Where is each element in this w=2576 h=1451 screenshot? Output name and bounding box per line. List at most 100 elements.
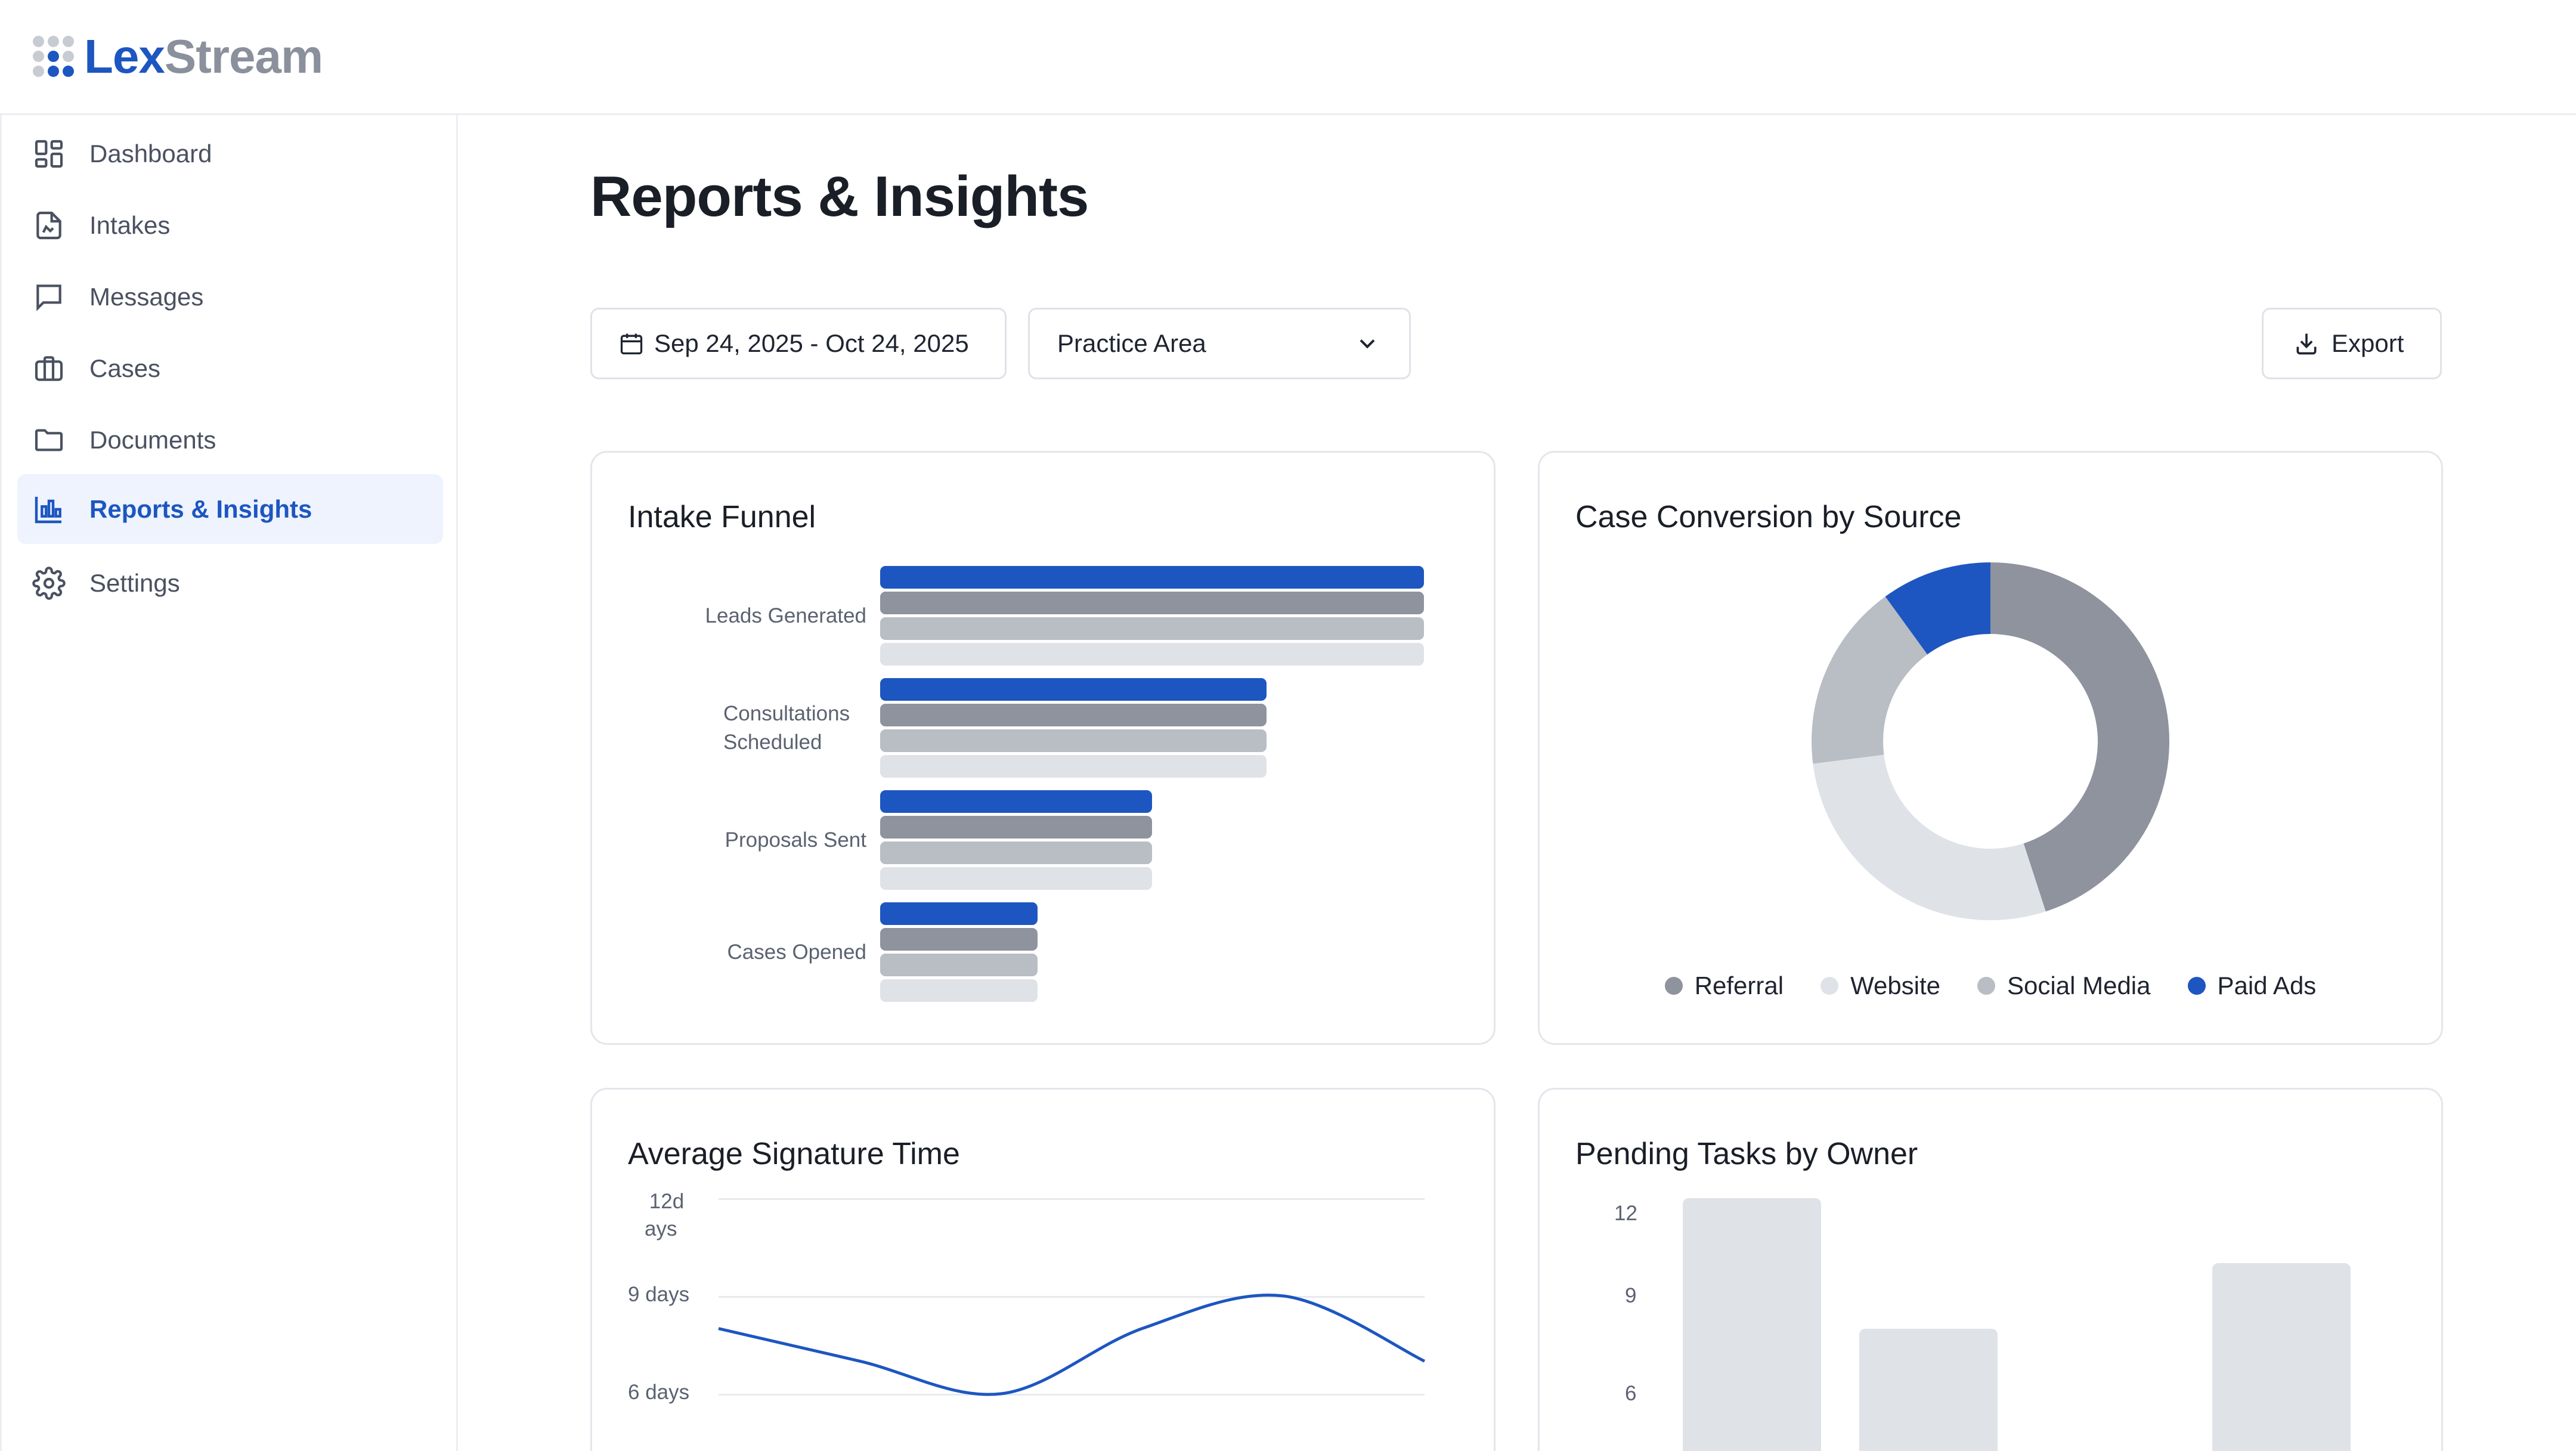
gear-icon	[32, 566, 66, 600]
funnel-bar	[880, 790, 1152, 813]
funnel-bar	[880, 902, 1038, 925]
y-tick-label: 6 days	[628, 1381, 690, 1404]
y-tick-label: 9 days	[628, 1283, 690, 1306]
download-icon	[2293, 330, 2320, 357]
legend-label: Social Media	[2007, 972, 2151, 1000]
task-bar	[1859, 1328, 1998, 1451]
sidebar-item-settings[interactable]: Settings	[17, 548, 443, 618]
line-chart	[718, 1294, 1426, 1396]
task-bar	[2212, 1263, 2351, 1451]
sidebar-item-label: Cases	[89, 354, 161, 382]
funnel-bar	[880, 867, 1152, 890]
legend-label: Paid Ads	[2217, 972, 2317, 1000]
sidebar-item-label: Dashboard	[89, 139, 212, 168]
message-icon	[32, 280, 66, 314]
legend-dot	[1820, 977, 1839, 995]
funnel-bar	[880, 729, 1267, 752]
brand-name: LexStream	[84, 30, 323, 83]
funnel-bar	[880, 643, 1424, 666]
series-line	[718, 1294, 1426, 1396]
sidebar-item-label: Reports & Insights	[89, 494, 312, 523]
chart-legend: Referral Website Social Media Paid Ads	[1540, 972, 2441, 1000]
brand-logo[interactable]: LexStream	[33, 30, 323, 83]
funnel-bar	[880, 566, 1424, 589]
funnel-category-label: Consultations Scheduled	[723, 701, 850, 754]
card-title: Pending Tasks by Owner	[1575, 1137, 1918, 1171]
funnel-category-label: Proposals Sent	[724, 828, 866, 852]
donut-slice	[1885, 562, 1990, 655]
sidebar-item-dashboard[interactable]: Dashboard	[17, 119, 443, 188]
funnel-bar	[880, 816, 1152, 839]
sidebar: Dashboard Intakes Messages Cases Documen…	[0, 115, 458, 1451]
funnel-bar	[880, 841, 1152, 864]
legend-item-website: Website	[1820, 972, 1940, 1000]
y-tick-label: 12	[1614, 1202, 1637, 1225]
sidebar-item-documents[interactable]: Documents	[17, 405, 443, 475]
sidebar-item-label: Settings	[89, 568, 180, 597]
signature-time-card: Average Signature Time 12d ays 9 days 6 …	[590, 1088, 1496, 1451]
donut-slice	[1990, 562, 2169, 912]
donut-slice	[1813, 754, 2046, 920]
gridline	[719, 1198, 1425, 1200]
funnel-bar	[880, 755, 1267, 778]
card-title: Intake Funnel	[628, 500, 816, 534]
date-range-value: Sep 24, 2025 - Oct 24, 2025	[654, 329, 969, 357]
dashboard-icon	[32, 137, 66, 171]
legend-label: Referral	[1694, 972, 1784, 1000]
card-title: Case Conversion by Source	[1575, 500, 1962, 534]
case-conversion-card: Case Conversion by Source Referral Websi…	[1538, 451, 2443, 1045]
export-label: Export	[2332, 329, 2404, 357]
practice-area-select[interactable]: Practice Area	[1028, 308, 1411, 379]
practice-area-value: Practice Area	[1057, 329, 1206, 357]
y-tick-label: 12d	[649, 1190, 685, 1213]
sidebar-item-messages[interactable]: Messages	[17, 262, 443, 332]
folder-icon	[32, 423, 66, 457]
brand-name-part2: Stream	[164, 30, 323, 83]
pending-tasks-card: Pending Tasks by Owner 12 9 6	[1538, 1088, 2443, 1451]
funnel-category-label: Cases Opened	[727, 940, 866, 964]
card-title: Average Signature Time	[628, 1137, 960, 1171]
calendar-icon	[618, 330, 645, 357]
funnel-bar	[880, 928, 1038, 951]
gridline	[719, 1394, 1425, 1396]
donut-chart	[1812, 562, 2169, 920]
legend-dot	[2187, 977, 2206, 995]
funnel-category-label: Leads Generated	[705, 604, 866, 627]
y-tick-label: ays	[645, 1217, 677, 1240]
gridline	[719, 1296, 1425, 1298]
briefcase-icon	[32, 352, 66, 385]
legend-item-social-media: Social Media	[1977, 972, 2151, 1000]
funnel-bar	[880, 704, 1267, 726]
brand-name-part1: Lex	[84, 30, 165, 83]
funnel-bar	[880, 592, 1424, 614]
intake-funnel-card: Intake Funnel Leads Generated Consultatio…	[590, 451, 1496, 1045]
funnel-bar	[880, 954, 1038, 976]
legend-dot	[1977, 977, 1996, 995]
file-signature-icon	[32, 209, 66, 242]
sidebar-item-reports[interactable]: Reports & Insights	[17, 474, 443, 544]
y-tick-label: 6	[1625, 1382, 1637, 1405]
date-range-picker[interactable]: Sep 24, 2025 - Oct 24, 2025	[590, 308, 1007, 379]
page-title: Reports & Insights	[590, 165, 1089, 228]
legend-item-referral: Referral	[1664, 972, 1784, 1000]
legend-item-paid-ads: Paid Ads	[2187, 972, 2317, 1000]
sidebar-item-intakes[interactable]: Intakes	[17, 190, 443, 260]
bar-chart-icon	[32, 493, 66, 526]
chevron-down-icon	[1354, 330, 1380, 357]
funnel-bar	[880, 617, 1424, 640]
sidebar-item-label: Intakes	[89, 211, 171, 239]
sidebar-item-label: Documents	[89, 425, 216, 454]
legend-label: Website	[1850, 972, 1941, 1000]
funnel-bar	[880, 979, 1038, 1002]
y-tick-label: 9	[1625, 1284, 1637, 1307]
top-bar: LexStream	[0, 0, 2576, 115]
export-button[interactable]: Export	[2262, 308, 2442, 379]
task-bar	[1683, 1198, 1821, 1451]
legend-dot	[1664, 977, 1683, 995]
sidebar-item-cases[interactable]: Cases	[17, 333, 443, 403]
donut-slice	[1812, 596, 1928, 764]
sidebar-item-label: Messages	[89, 282, 204, 311]
funnel-bar	[880, 678, 1267, 701]
logo-icon	[33, 36, 75, 78]
